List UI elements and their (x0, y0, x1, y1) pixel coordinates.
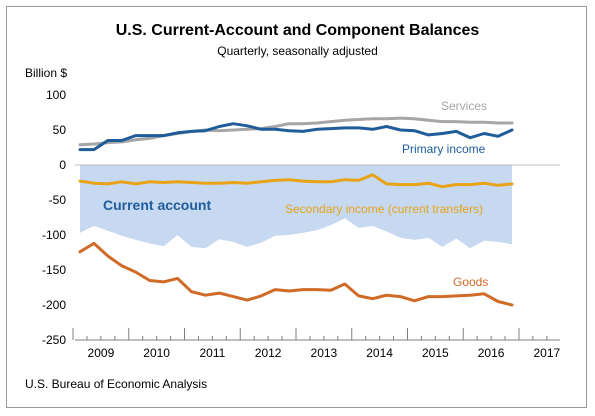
source-note: U.S. Bureau of Economic Analysis (25, 377, 208, 391)
x-year-label: 2014 (366, 346, 393, 360)
x-year-label: 2010 (143, 346, 170, 360)
x-year-label: 2009 (88, 346, 115, 360)
secondary-income-current-transfers-label: Secondary income (current transfers) (285, 202, 483, 216)
x-year-label: 2012 (255, 346, 282, 360)
y-tick-label: -250 (42, 333, 66, 347)
services-label: Services (441, 99, 487, 113)
x-year-label: 2016 (478, 346, 505, 360)
y-tick-label: -100 (42, 228, 66, 242)
primary-income-line (78, 122, 514, 152)
primary-income-label: Primary income (402, 142, 486, 156)
current-account-label: Current account (103, 197, 211, 213)
y-tick-label: 0 (59, 158, 66, 172)
x-year-label: 2017 (533, 346, 560, 360)
goods-label: Goods (453, 275, 488, 289)
x-year-label: 2015 (422, 346, 449, 360)
secondary-income-current-transfers-line (78, 173, 514, 189)
x-year-label: 2011 (199, 346, 225, 360)
goods-line (78, 241, 514, 307)
y-axis-unit-label: Billion $ (25, 66, 68, 80)
chart-subtitle: Quarterly, seasonally adjusted (217, 44, 378, 58)
services-line (78, 116, 514, 147)
y-tick-label: -200 (42, 298, 66, 312)
y-tick-label: -50 (49, 193, 67, 207)
x-year-label: 2013 (311, 346, 338, 360)
chart-title: U.S. Current-Account and Component Balan… (115, 22, 480, 39)
y-tick-label: 100 (46, 88, 66, 102)
y-tick-label: -150 (42, 263, 66, 277)
y-tick-label: 50 (53, 123, 67, 137)
